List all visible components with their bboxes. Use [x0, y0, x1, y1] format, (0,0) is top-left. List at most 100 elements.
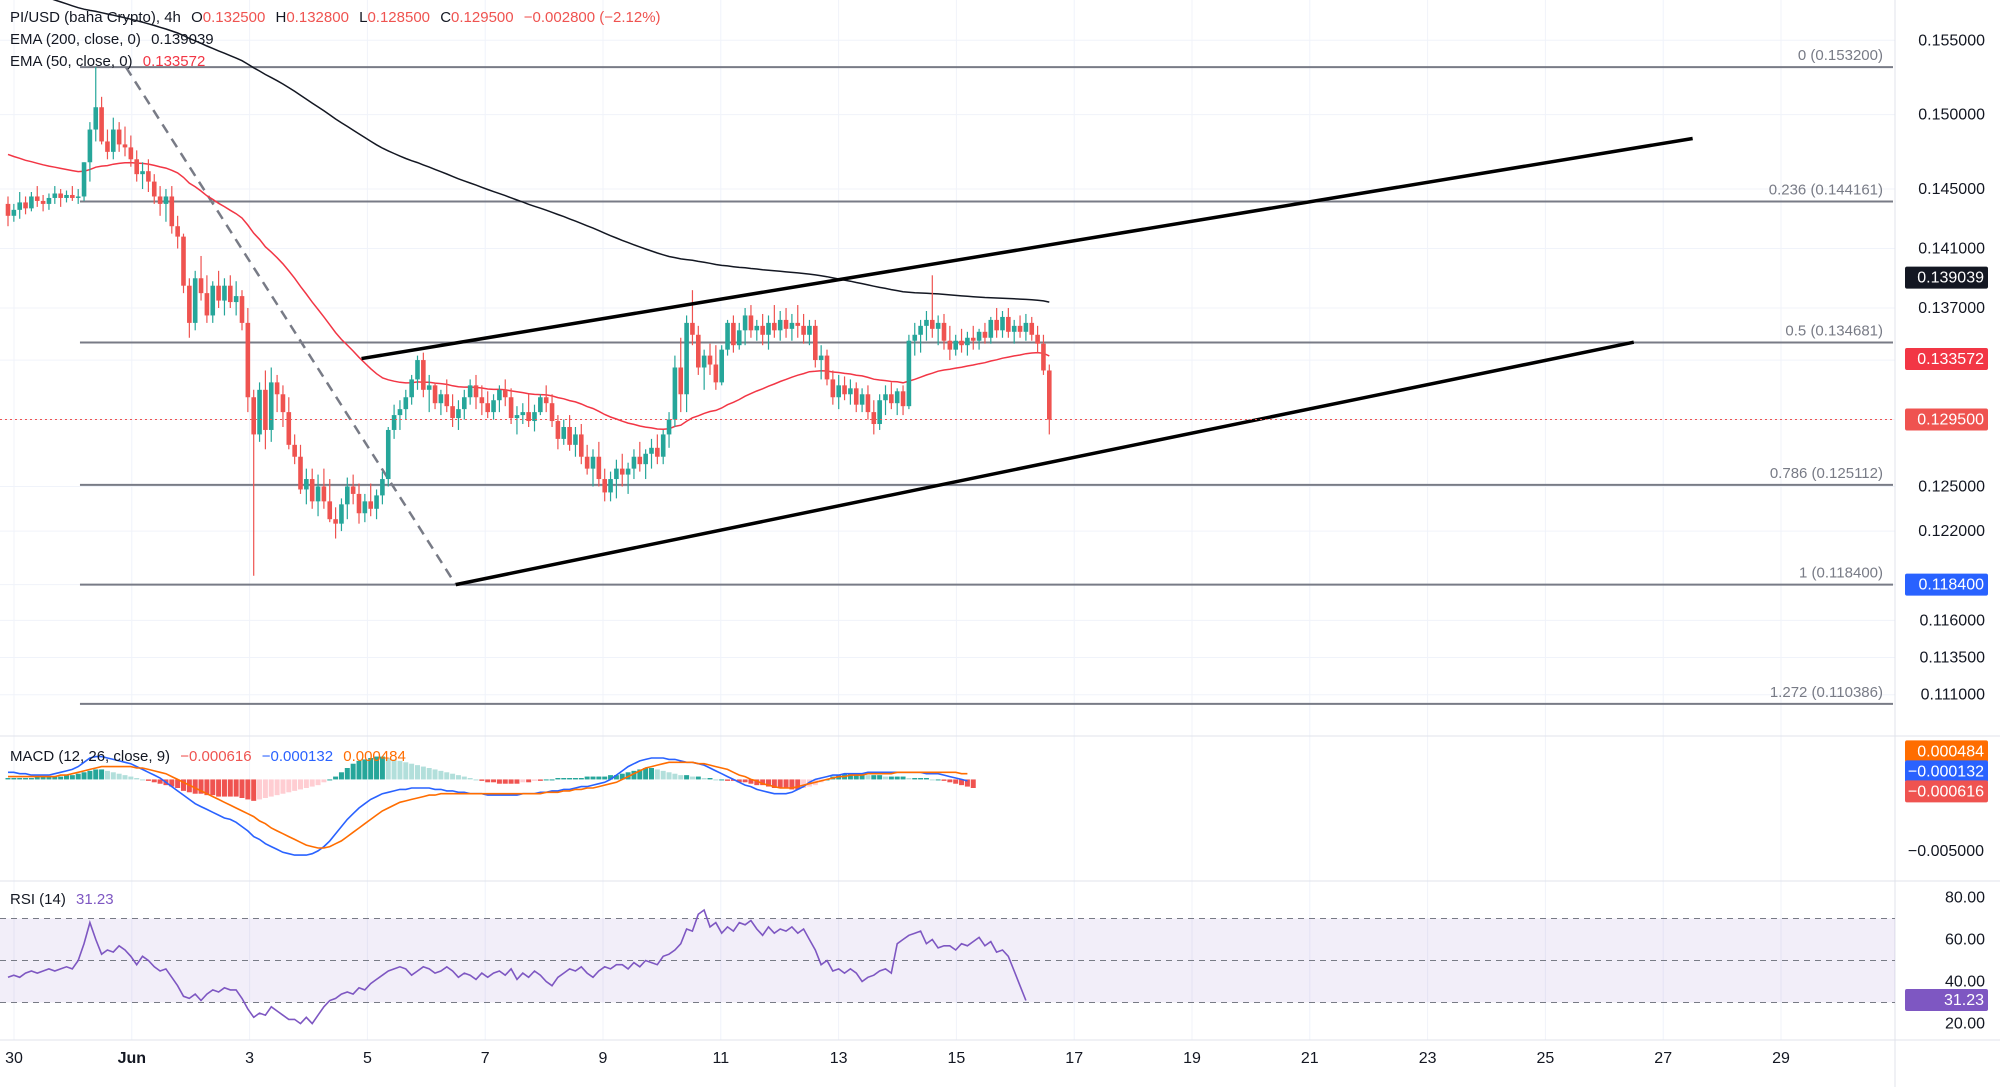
symbol-title[interactable]: PI/USD (baha Crypto), 4h: [10, 9, 181, 26]
rsi-legend[interactable]: RSI (14) 31.23: [10, 890, 120, 910]
macd-hist-bar: [491, 779, 497, 783]
price-tick-label: 0.122000: [1918, 523, 1985, 540]
candle-body: [70, 194, 75, 198]
time-axis: 30 Jun 3 5 7 9 11 13 15 17 19 21 23 25 27 29: [5, 1050, 1790, 1067]
fib-trend-line: [124, 66, 457, 586]
macd-hist-bar: [151, 779, 157, 783]
macd-legend[interactable]: MACD (12, 26, close, 9) −0.000616 −0.000…: [10, 747, 412, 767]
candle-body: [140, 171, 145, 175]
macd-hist-bar: [438, 770, 444, 780]
macd-hist-bar: [426, 768, 432, 780]
macd-hist-bar: [34, 776, 40, 780]
candle-body: [473, 385, 479, 398]
candle-body: [163, 196, 169, 204]
candle-body: [538, 397, 543, 413]
macd-hist-bar: [75, 773, 81, 780]
candle-body: [976, 331, 982, 341]
candle-body: [614, 468, 619, 480]
candle-body: [625, 468, 631, 475]
macd-hist-bar: [888, 776, 894, 780]
macd-tick-label: −0.000132: [1908, 763, 1984, 780]
time-tick-label: 25: [1537, 1050, 1555, 1067]
macd-hist-bar: [701, 778, 707, 780]
candle-body: [40, 200, 46, 204]
macd-hist-bar: [362, 759, 368, 780]
macd-hist-bar: [502, 779, 508, 784]
candle-body: [900, 391, 906, 407]
price-tag-last-label: 0.129500: [1917, 412, 1984, 429]
rsi-value: 31.23: [76, 891, 114, 908]
rsi-tag-label: 31.23: [1944, 992, 1984, 1009]
candle-body: [187, 285, 192, 323]
macd-hist-bar: [590, 776, 596, 780]
ema200-legend[interactable]: EMA (200, close, 0) 0.139039: [10, 30, 220, 50]
macd-hist-bar: [532, 779, 537, 781]
macd-hist-bar: [280, 779, 286, 794]
macd-hist-bar: [99, 769, 105, 780]
candle-body: [128, 147, 134, 160]
macd-hist-bar: [795, 779, 801, 790]
macd-hist-bar: [110, 772, 116, 780]
macd-hist-bar: [303, 779, 309, 788]
macd-hist-bar: [549, 779, 555, 781]
candle-body: [982, 331, 988, 338]
macd-tick-label: 0.000484: [1917, 743, 1984, 760]
candle-body: [637, 456, 643, 465]
macd-hist-bar: [327, 779, 333, 781]
macd-hist-bar: [572, 778, 578, 780]
macd-hist-bar: [245, 779, 251, 800]
rsi-tick-label: 80.00: [1945, 889, 1985, 906]
macd-hist-bar: [561, 778, 567, 780]
candle-body: [116, 129, 122, 145]
macd-hist-bar: [970, 779, 976, 788]
macd-hist-bar: [420, 766, 426, 780]
macd-hist-bar: [754, 779, 760, 786]
macd-hist-bar: [473, 779, 479, 781]
macd-hist-bar: [613, 775, 619, 780]
candle-body: [526, 412, 531, 422]
time-tick-label: 7: [481, 1050, 490, 1067]
macd-hist-bar: [233, 779, 239, 797]
macd-hist-bar: [877, 775, 883, 780]
macd-hist-bar: [649, 768, 654, 780]
ema50-label: EMA (50, close, 0): [10, 53, 133, 70]
macd-hist-bar: [403, 762, 409, 780]
time-tick-label: 9: [599, 1050, 608, 1067]
candle-body: [742, 315, 748, 331]
macd-hist-bar: [116, 773, 122, 780]
macd-hist-bar: [385, 758, 391, 780]
candle-body: [502, 389, 508, 398]
candle-body: [736, 330, 742, 346]
candle-body: [99, 107, 104, 142]
macd-hist-bar: [128, 776, 134, 780]
candle-body: [520, 412, 526, 416]
price-axis: 0.155000 0.150000 0.145000 0.141000 0.137000…: [1905, 32, 1988, 704]
candle-body: [1023, 322, 1029, 332]
candle-body: [1006, 316, 1011, 332]
macd-hist-bar: [859, 773, 865, 780]
price-tag-ema50: [1905, 347, 1988, 370]
candle-body: [491, 400, 496, 413]
macd-hist-bar: [192, 779, 198, 794]
candle-body: [690, 322, 695, 335]
candle-body: [204, 293, 210, 316]
ema200-value: 0.139039: [151, 31, 214, 48]
ema50-legend[interactable]: EMA (50, close, 0) 0.133572: [10, 52, 211, 72]
candle-body: [719, 349, 724, 383]
channel-upper-line: [361, 136, 1693, 361]
candle-body: [754, 325, 760, 331]
macd-hist-bar: [274, 779, 280, 796]
macd-hist-bar: [379, 756, 385, 780]
low-label: L: [359, 9, 368, 26]
candle-body: [456, 409, 461, 419]
candle-body: [818, 355, 824, 361]
rsi-pane: 80.00 60.00 40.00 20.00 31.23: [0, 889, 1988, 1033]
macd-hist-bar: [935, 779, 941, 781]
macd-tick-label: −0.005000: [1908, 843, 1984, 860]
macd-hist-bar: [169, 779, 175, 787]
macd-hist-bar: [567, 778, 573, 780]
candle-body: [105, 141, 110, 152]
candle-body: [34, 196, 40, 201]
